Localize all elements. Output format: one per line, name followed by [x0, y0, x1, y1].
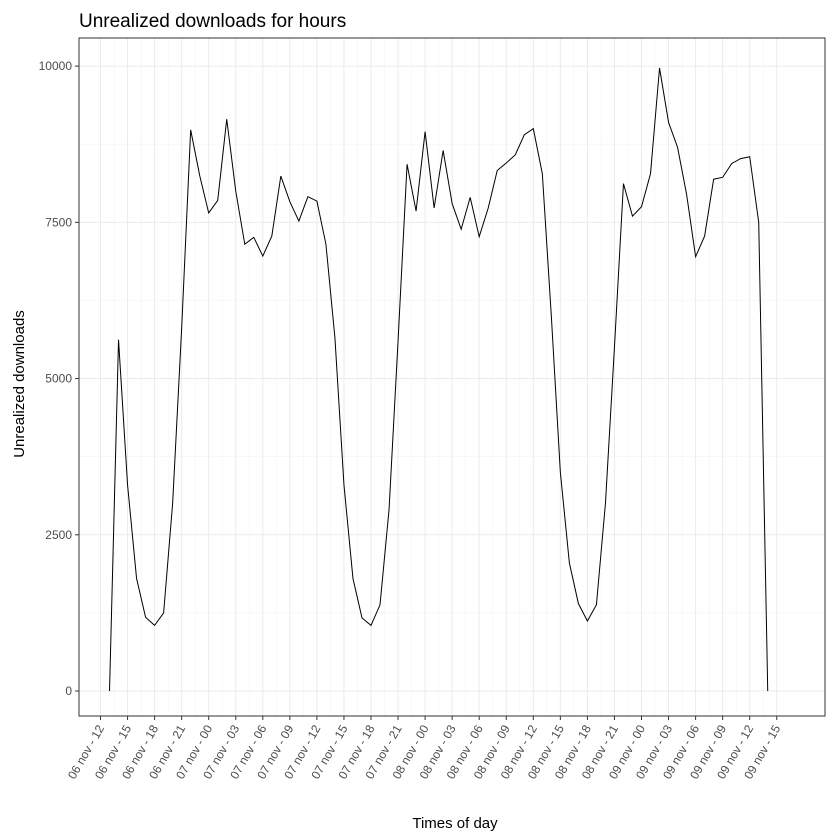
y-tick-label: 0 [65, 684, 72, 698]
y-tick-label: 2500 [45, 528, 72, 542]
y-tick-label: 10000 [39, 59, 73, 73]
minor-gridlines [79, 38, 825, 716]
x-axis-title: Times of day [412, 815, 498, 832]
y-axis-title: Unrealized downloads [11, 310, 28, 458]
chart-title: Unrealized downloads for hours [79, 11, 346, 32]
y-axis-ticks: 0 2500 5000 7500 10000 [39, 59, 79, 698]
major-gridlines [79, 38, 825, 716]
y-tick-label: 7500 [45, 215, 72, 229]
y-tick-label: 5000 [45, 372, 72, 386]
series-line [109, 67, 769, 692]
